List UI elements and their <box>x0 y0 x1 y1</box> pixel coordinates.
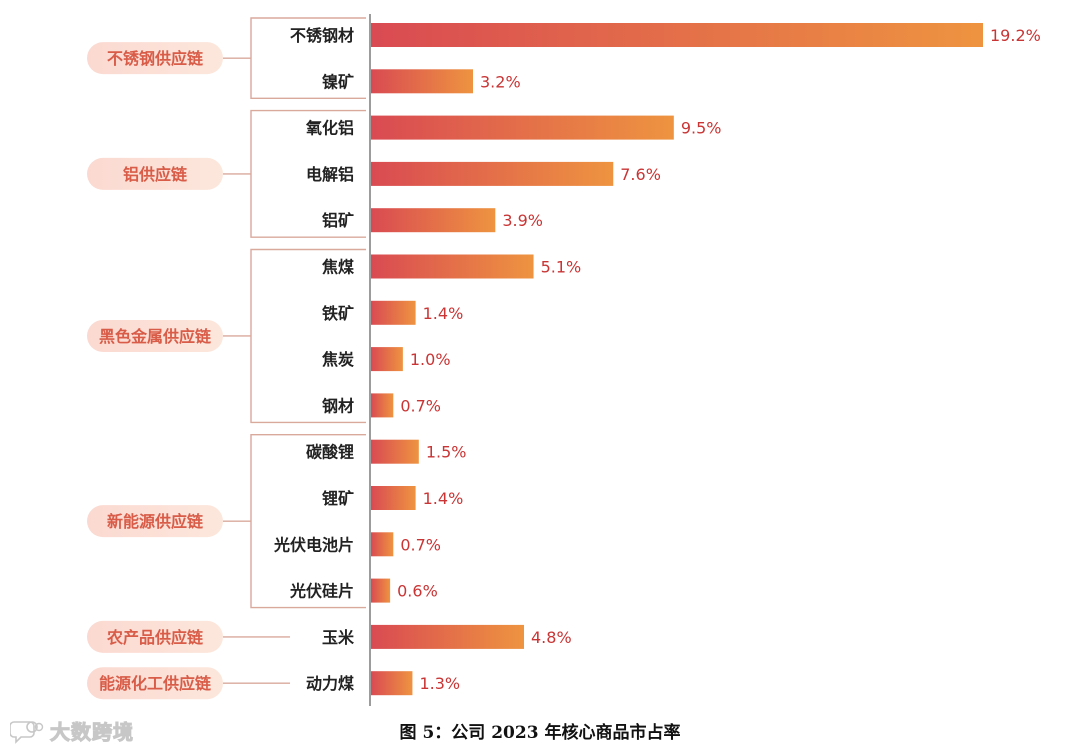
bar <box>371 578 391 603</box>
bar <box>371 115 674 140</box>
bar <box>371 532 394 557</box>
group: 黑色金属供应链 <box>87 248 366 424</box>
group: 能源化工供应链 <box>87 667 290 700</box>
group-label: 新能源供应链 <box>107 512 204 531</box>
category-label: 铁矿 <box>322 304 354 323</box>
bar <box>371 161 614 186</box>
group-pill <box>87 620 223 653</box>
value-label: 3.9% <box>502 211 543 230</box>
value-label: 0.7% <box>400 535 441 554</box>
group-pill <box>87 42 223 75</box>
bars-layer: 不锈钢材 19.2% 镍矿 3.2% 氧化铝 9.5% 电解铝 7.6% 铝矿 3.9% 焦煤 5.1… <box>273 23 1041 696</box>
category-label: 动力煤 <box>306 674 354 693</box>
value-label: 7.6% <box>620 165 661 184</box>
group: 铝供应链 <box>87 109 366 238</box>
value-label: 0.6% <box>397 582 438 601</box>
value-label: 1.5% <box>426 443 467 462</box>
bar <box>371 23 983 47</box>
group-pill <box>87 319 223 352</box>
group-label: 不锈钢供应链 <box>107 49 204 68</box>
category-label: 铝矿 <box>322 211 354 230</box>
category-label: 不锈钢材 <box>290 26 354 45</box>
bar <box>371 439 419 464</box>
group-label: 农产品供应链 <box>106 628 204 647</box>
value-label: 0.7% <box>400 396 441 415</box>
figure-caption: 图 5：公司 2023 年核心商品市占率 <box>399 723 681 743</box>
bar <box>371 671 413 696</box>
group-pill <box>87 667 223 700</box>
watermark-text: 大数跨境 <box>50 720 134 745</box>
watermark: 大数跨境 <box>10 716 134 745</box>
value-label: 4.8% <box>531 628 572 647</box>
group-pill <box>87 157 223 190</box>
category-label: 钢材 <box>322 396 354 415</box>
group-label: 铝供应链 <box>123 165 188 184</box>
chat-bubble-logo-icon <box>10 720 44 744</box>
value-label: 1.0% <box>410 350 451 369</box>
category-label: 镍矿 <box>322 72 354 91</box>
value-label: 9.5% <box>681 119 722 138</box>
category-label: 焦炭 <box>321 350 354 369</box>
category-label: 焦煤 <box>321 258 354 277</box>
value-label: 1.4% <box>423 489 464 508</box>
category-label: 玉米 <box>322 628 355 647</box>
bar <box>371 208 496 233</box>
category-label: 光伏电池片 <box>273 535 354 554</box>
group: 新能源供应链 <box>87 434 366 609</box>
bar <box>371 486 416 510</box>
bar <box>371 624 524 649</box>
bar <box>371 69 473 94</box>
category-label: 氧化铝 <box>305 119 354 138</box>
bar <box>371 393 394 418</box>
category-label: 电解铝 <box>306 165 354 184</box>
value-label: 3.2% <box>480 72 521 91</box>
value-label: 1.4% <box>423 304 464 323</box>
bar <box>371 300 416 325</box>
group: 不锈钢供应链 <box>87 17 366 99</box>
bar <box>371 254 534 279</box>
group-pill <box>87 505 223 538</box>
group: 农产品供应链 <box>87 620 290 653</box>
value-label: 1.3% <box>419 674 460 693</box>
group-label: 黑色金属供应链 <box>99 327 212 346</box>
category-label: 光伏硅片 <box>289 582 354 601</box>
group-label: 能源化工供应链 <box>99 674 212 693</box>
category-label: 碳酸锂 <box>306 443 354 462</box>
value-label: 5.1% <box>541 258 582 277</box>
category-label: 锂矿 <box>322 489 354 508</box>
bar <box>371 347 403 372</box>
value-label: 19.2% <box>990 26 1041 45</box>
